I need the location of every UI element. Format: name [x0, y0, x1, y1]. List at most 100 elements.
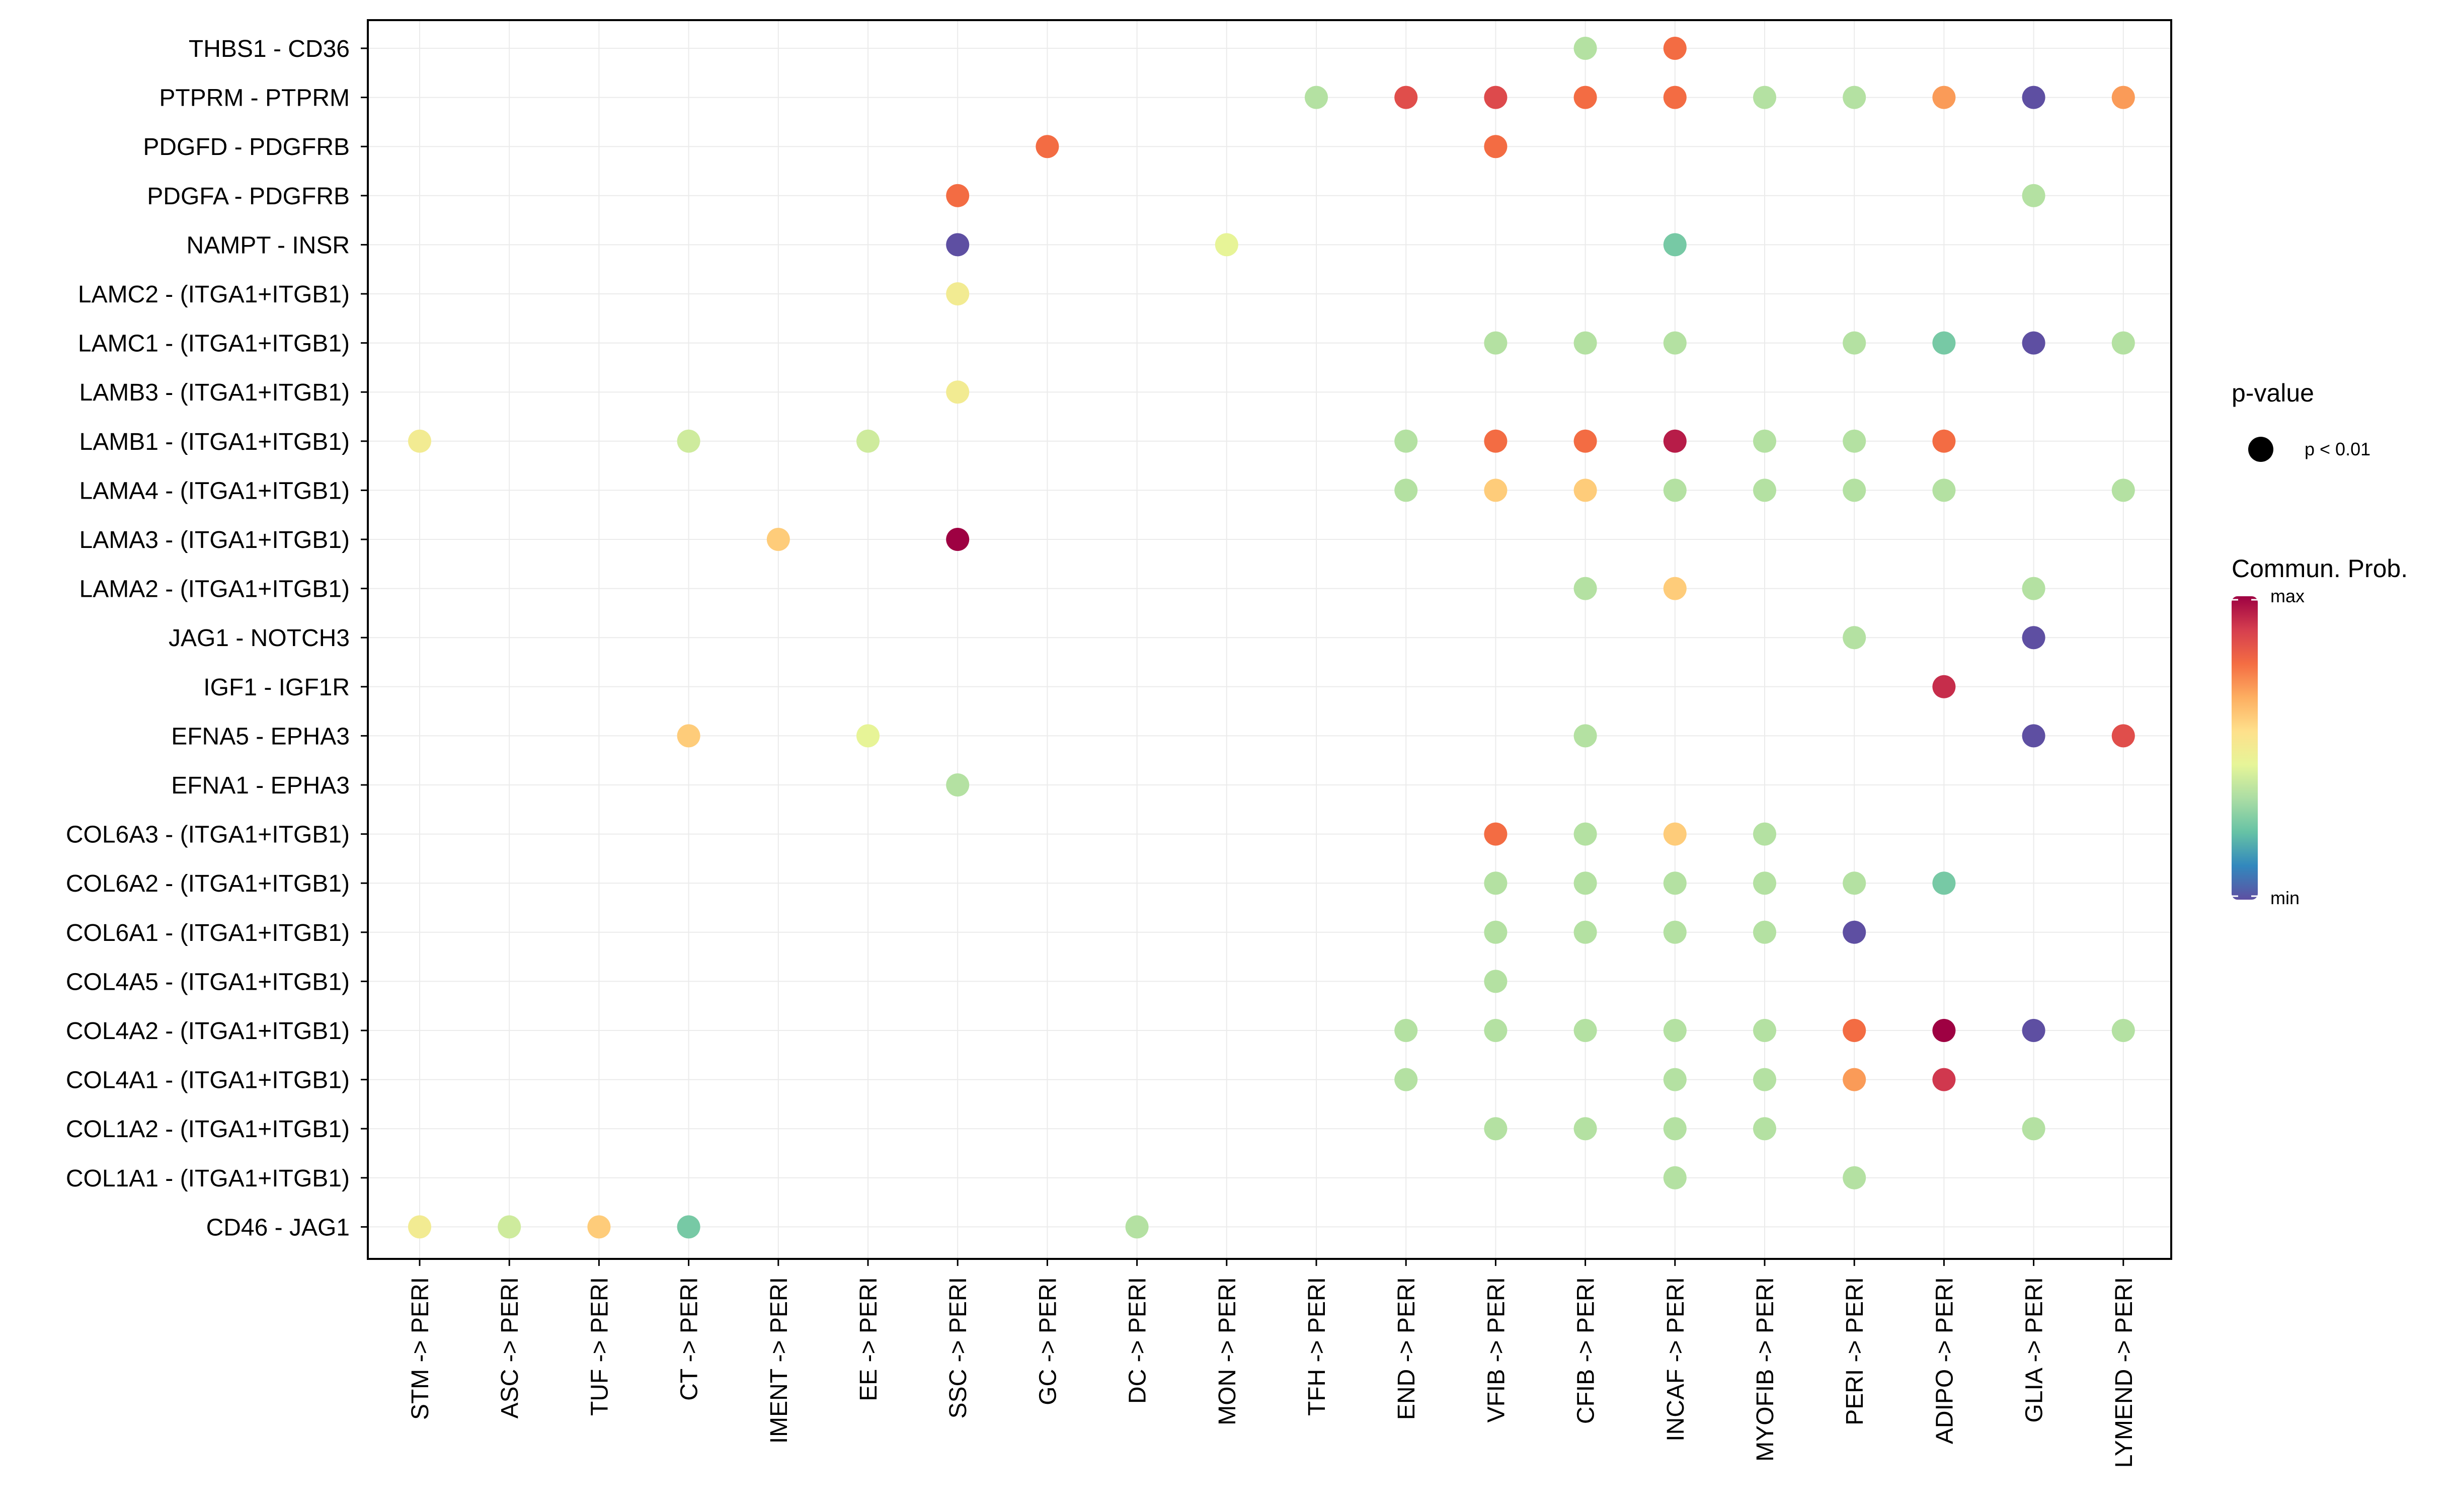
- data-point: [856, 429, 880, 453]
- data-point: [1573, 429, 1597, 453]
- y-tick-label: COL4A5 - (ITGA1+ITGB1): [66, 969, 350, 995]
- x-tick-label: PERI -> PERI: [1842, 1277, 1868, 1425]
- data-point: [1215, 233, 1238, 257]
- x-tick-label: CT -> PERI: [676, 1277, 703, 1401]
- x-tick-label: LYMEND -> PERI: [2111, 1277, 2138, 1468]
- y-tick-label: LAMA4 - (ITGA1+ITGB1): [80, 478, 350, 504]
- color-scale-legend: Commun. Prob. max min: [2232, 554, 2408, 908]
- data-point: [1932, 1019, 1956, 1042]
- data-point: [1484, 871, 1508, 895]
- data-point: [677, 429, 700, 453]
- plot-frame: [367, 19, 2172, 1260]
- data-point: [2022, 626, 2045, 650]
- data-point: [1394, 1068, 1418, 1091]
- data-point: [946, 184, 970, 207]
- data-point: [1753, 1068, 1776, 1091]
- data-point: [1753, 1019, 1776, 1042]
- data-point: [2022, 577, 2045, 600]
- data-point: [1573, 724, 1597, 748]
- data-point: [1484, 86, 1508, 109]
- data-point: [1843, 429, 1866, 453]
- x-axis: STM -> PERI ASC -> PERI TUF -> PERI CT -> P…: [407, 1259, 2138, 1468]
- y-tick-label: COL6A2 - (ITGA1+ITGB1): [66, 870, 350, 897]
- pvalue-legend-dot: [2248, 437, 2273, 462]
- data-point: [1394, 479, 1418, 502]
- data-point: [1753, 479, 1776, 502]
- data-point: [2022, 184, 2045, 207]
- data-point: [946, 282, 970, 305]
- y-tick-label: COL1A2 - (ITGA1+ITGB1): [66, 1116, 350, 1143]
- data-point: [856, 724, 880, 748]
- x-tick-label: END -> PERI: [1393, 1277, 1420, 1420]
- data-point: [1663, 871, 1687, 895]
- data-point: [1484, 920, 1508, 944]
- x-tick-label: MON -> PERI: [1214, 1277, 1241, 1425]
- y-tick-label: EFNA1 - EPHA3: [171, 772, 350, 799]
- x-tick-label: TUF -> PERI: [586, 1277, 613, 1416]
- y-tick-label: IGF1 - IGF1R: [203, 674, 350, 701]
- data-point: [2022, 331, 2045, 355]
- data-point: [946, 380, 970, 404]
- data-point: [2022, 86, 2045, 109]
- data-point: [1932, 479, 1956, 502]
- y-tick-label: CD46 - JAG1: [206, 1214, 350, 1241]
- data-point: [408, 1215, 431, 1239]
- data-point: [1394, 1019, 1418, 1042]
- y-tick-label: LAMA2 - (ITGA1+ITGB1): [80, 576, 350, 603]
- data-point: [677, 1215, 700, 1239]
- data-point: [1484, 1117, 1508, 1141]
- data-point: [2022, 724, 2045, 748]
- data-point: [1125, 1215, 1149, 1239]
- data-point: [1663, 331, 1687, 355]
- data-point: [2111, 86, 2135, 109]
- y-tick-label: NAMPT - INSR: [187, 232, 350, 259]
- data-point: [677, 724, 700, 748]
- data-point: [2111, 479, 2135, 502]
- data-point: [2111, 1019, 2135, 1042]
- data-point: [2022, 1019, 2045, 1042]
- x-tick-label: EE -> PERI: [855, 1277, 882, 1401]
- y-tick-label: COL4A2 - (ITGA1+ITGB1): [66, 1018, 350, 1045]
- data-point: [1394, 429, 1418, 453]
- x-tick-label: MYOFIB -> PERI: [1752, 1277, 1779, 1462]
- data-point: [1932, 1068, 1956, 1091]
- data-point: [1663, 1117, 1687, 1141]
- data-point: [1843, 479, 1866, 502]
- y-tick-label: EFNA5 - EPHA3: [171, 723, 350, 750]
- data-point: [1753, 920, 1776, 944]
- data-point: [408, 429, 431, 453]
- data-point: [1573, 479, 1597, 502]
- pvalue-legend: p-value p < 0.01: [2232, 379, 2370, 462]
- data-points: [408, 37, 2135, 1239]
- data-point: [1843, 1166, 1866, 1189]
- data-point: [1843, 1068, 1866, 1091]
- y-tick-label: JAG1 - NOTCH3: [169, 625, 350, 652]
- x-tick-label: GLIA -> PERI: [2021, 1277, 2048, 1422]
- data-point: [1394, 86, 1418, 109]
- y-tick-label: COL1A1 - (ITGA1+ITGB1): [66, 1165, 350, 1192]
- data-point: [1932, 86, 1956, 109]
- x-tick-label: SSC -> PERI: [945, 1277, 972, 1418]
- data-point: [1663, 1166, 1687, 1189]
- data-point: [1843, 920, 1866, 944]
- data-point: [1573, 1019, 1597, 1042]
- data-point: [1305, 86, 1328, 109]
- data-point: [2111, 724, 2135, 748]
- data-point: [1573, 37, 1597, 60]
- x-tick-label: IMENT -> PERI: [766, 1277, 793, 1444]
- data-point: [587, 1215, 611, 1239]
- data-point: [1573, 331, 1597, 355]
- data-point: [1663, 37, 1687, 60]
- data-point: [1573, 1117, 1597, 1141]
- pvalue-legend-label: p < 0.01: [2305, 439, 2370, 459]
- data-point: [1573, 822, 1597, 846]
- data-point: [1484, 479, 1508, 502]
- data-point: [1753, 1117, 1776, 1141]
- color-scale-title: Commun. Prob.: [2232, 554, 2408, 583]
- x-tick-label: TFH -> PERI: [1304, 1277, 1330, 1416]
- y-tick-label: COL4A1 - (ITGA1+ITGB1): [66, 1067, 350, 1094]
- color-scale-max-label: max: [2270, 586, 2305, 606]
- data-point: [946, 233, 970, 257]
- data-point: [766, 528, 790, 551]
